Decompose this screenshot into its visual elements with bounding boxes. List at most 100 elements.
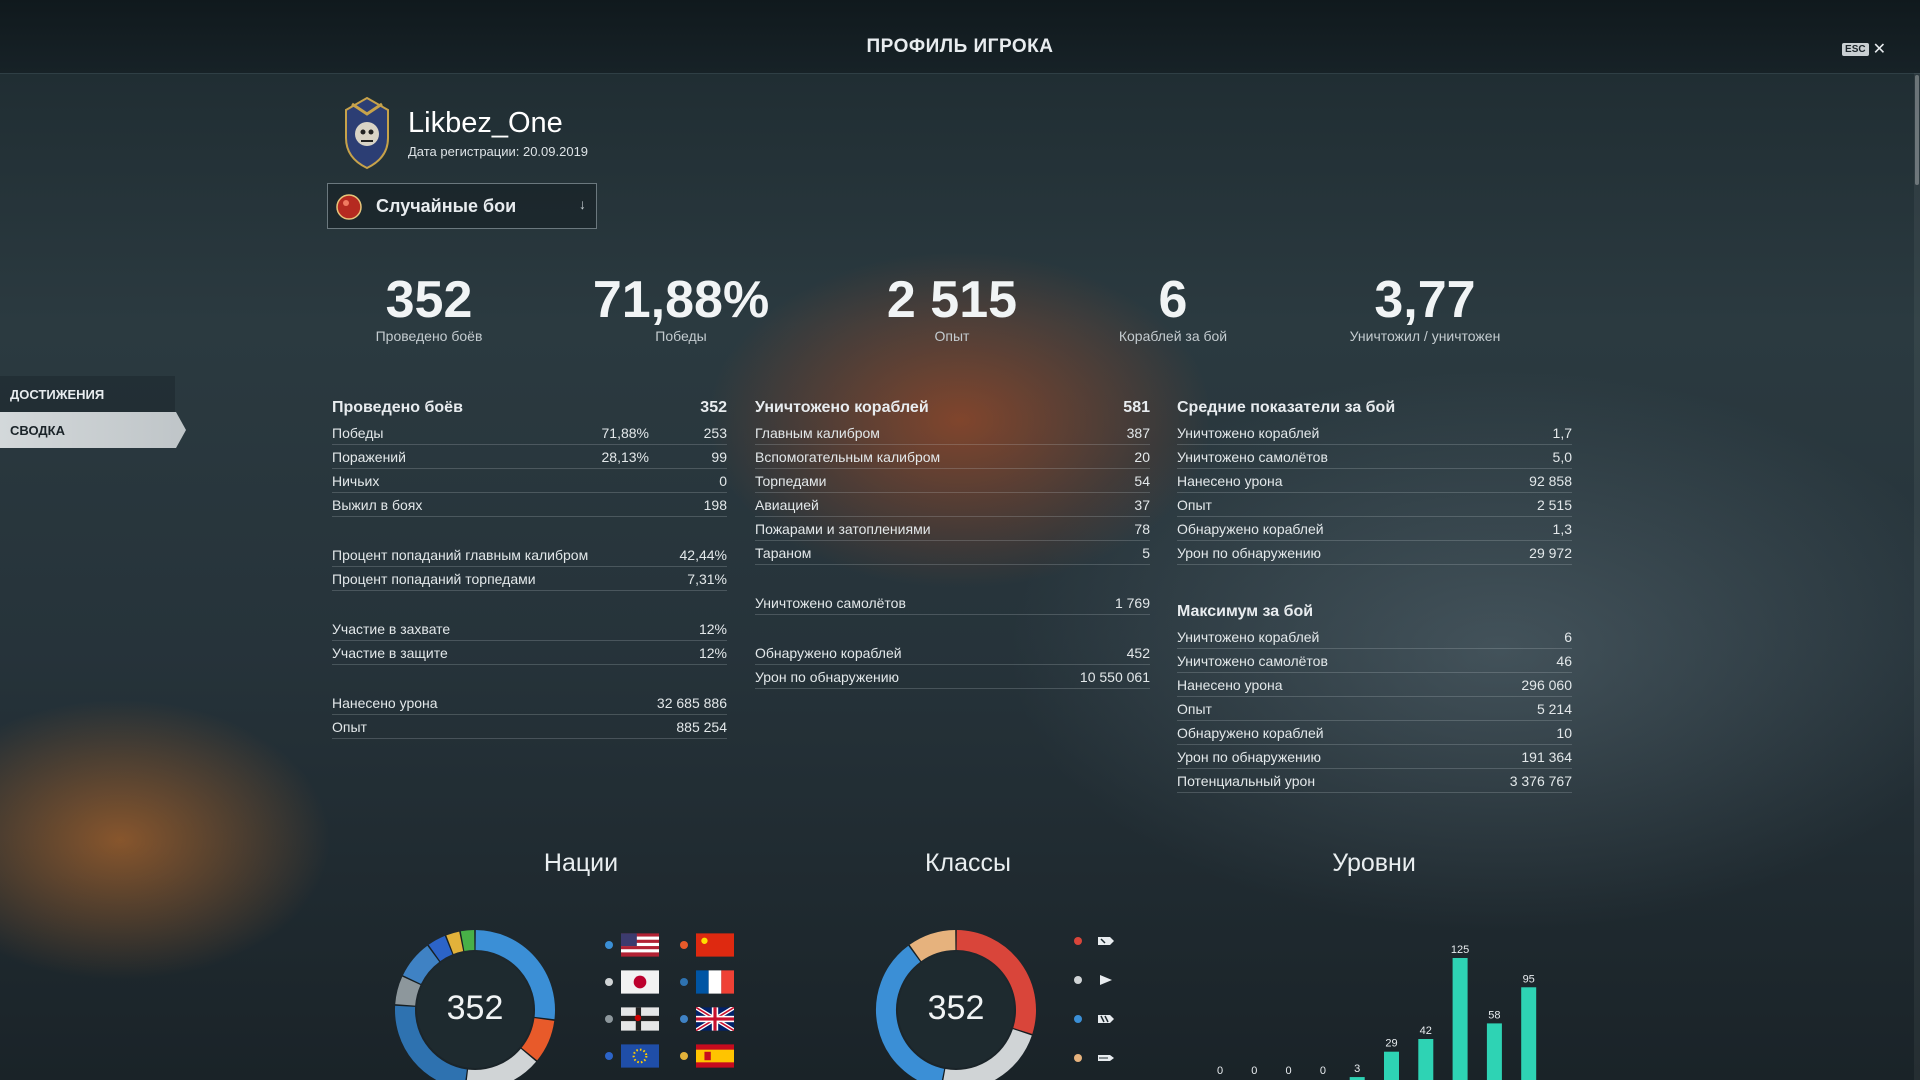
close-icon[interactable]: ✕ xyxy=(1872,41,1886,58)
stat-row: Ничьих 0 xyxy=(332,469,727,493)
bar-value-label: 0 xyxy=(1320,1065,1326,1077)
stat-label: Урон по обнаружению xyxy=(1177,748,1322,765)
stat-label: Уничтожено кораблей xyxy=(1177,424,1320,441)
random-battles-icon xyxy=(336,194,362,220)
nations-legend xyxy=(605,933,745,1080)
nations-legend-item[interactable] xyxy=(605,933,659,957)
scrollbar-thumb[interactable] xyxy=(1915,75,1919,185)
section-header: Уничтожено кораблей 581 xyxy=(755,395,1150,421)
stat-row: Урон по обнаружению 10 550 061 xyxy=(755,665,1150,689)
stat-value: 191 364 xyxy=(1521,748,1572,765)
stat-label: Опыт xyxy=(1177,700,1212,717)
classes-legend-item[interactable] xyxy=(1074,933,1116,949)
stat-row: Опыт 5 214 xyxy=(1177,697,1572,721)
stat-row: Вспомогательным калибром 20 xyxy=(755,445,1150,469)
nations-legend-item[interactable] xyxy=(605,1044,659,1068)
stat-value: 42,44% xyxy=(679,546,727,563)
stat-value: 1,7 xyxy=(1552,424,1572,441)
nations-segment[interactable] xyxy=(521,1017,555,1061)
japan-flag-icon xyxy=(621,970,659,994)
section-title: Максимум за бой xyxy=(1177,603,1314,620)
tier-bar[interactable] xyxy=(1486,1023,1502,1080)
nations-segment[interactable] xyxy=(460,930,475,951)
stat-label: Ничьих xyxy=(332,472,380,489)
classes-segment[interactable] xyxy=(876,945,945,1080)
nations-segment[interactable] xyxy=(446,931,464,955)
stat-value: 452 xyxy=(1126,644,1150,661)
classes-legend-item[interactable] xyxy=(1074,1011,1116,1027)
classes-legend-item[interactable] xyxy=(1074,1050,1116,1066)
player-avatar-icon xyxy=(345,96,389,170)
maximum-column: Максимум за бой Уничтожено кораблей 6 Уни… xyxy=(1177,599,1572,793)
battle-type-label: Случайные бои xyxy=(376,195,517,216)
stat-label: Обнаружено кораблей xyxy=(1177,724,1324,741)
bar-value-label: 95 xyxy=(1523,973,1535,985)
nations-legend-item[interactable] xyxy=(605,1007,659,1031)
kpi-experience: 2 515 Опыт xyxy=(832,268,1072,344)
stat-label: Тараном xyxy=(755,544,812,561)
nations-segment[interactable] xyxy=(395,1005,468,1080)
stat-value: 10 xyxy=(1556,724,1572,741)
nations-legend-item[interactable] xyxy=(680,933,734,957)
section-header: Средние показатели за бой xyxy=(1177,395,1572,421)
classes-segment[interactable] xyxy=(956,930,1036,1034)
stat-label: Процент попаданий главным калибром xyxy=(332,546,589,563)
stat-label: Уничтожено самолётов xyxy=(755,594,906,611)
stat-row: Торпедами 54 xyxy=(755,469,1150,493)
kpi-label: Опыт xyxy=(934,328,970,344)
stat-value: 20 xyxy=(1134,448,1150,465)
kpi-kill-death-ratio: 3,77 Уничтожил / уничтожен xyxy=(1305,268,1545,344)
legend-dot xyxy=(605,1015,613,1023)
stat-value: 12% xyxy=(698,644,727,661)
page-title: ПРОФИЛЬ ИГРОКА xyxy=(866,36,1054,57)
stat-value: 99 xyxy=(711,448,727,465)
nations-legend-item[interactable] xyxy=(680,1044,734,1068)
tier-bar[interactable] xyxy=(1452,958,1468,1080)
nations-segment[interactable] xyxy=(402,945,440,985)
bar-value-label: 0 xyxy=(1251,1065,1257,1077)
aircraft-carrier-icon xyxy=(1098,1055,1114,1061)
nations-legend-item[interactable] xyxy=(680,1007,734,1031)
tier-bar[interactable] xyxy=(1349,1077,1365,1080)
nations-legend-item[interactable] xyxy=(680,970,734,994)
nav-achievements[interactable]: ДОСТИЖЕНИЯ xyxy=(0,376,175,412)
tier-bar[interactable] xyxy=(1521,987,1537,1080)
nations-segment[interactable] xyxy=(475,930,555,1020)
stat-label: Вспомогательным калибром xyxy=(755,448,941,465)
battle-type-dropdown[interactable]: Случайные бои ↓ xyxy=(327,183,597,229)
tier-bar[interactable] xyxy=(1384,1051,1399,1080)
stat-label: Нанесено урона xyxy=(332,694,438,711)
scrollbar[interactable] xyxy=(1914,73,1920,1080)
stat-value: 3 376 767 xyxy=(1509,772,1572,789)
close-control[interactable]: ESC ✕ xyxy=(1842,39,1886,59)
stat-value: 387 xyxy=(1126,424,1150,441)
classes-segment[interactable] xyxy=(909,930,956,962)
classes-legend-item[interactable] xyxy=(1074,972,1116,988)
stat-row: Опыт 2 515 xyxy=(1177,493,1572,517)
stat-label: Победы xyxy=(332,424,384,441)
destroyed-column: Уничтожено кораблей 581 Главным калибром… xyxy=(755,395,1150,689)
section-title: Средние показатели за бой xyxy=(1177,399,1396,416)
classes-donut-chart: 352 xyxy=(876,930,1036,1080)
nations-segment[interactable] xyxy=(428,935,453,962)
france-flag-icon xyxy=(696,970,734,994)
kpi-label: Проведено боёв xyxy=(375,328,483,344)
stat-row: Урон по обнаружению 29 972 xyxy=(1177,541,1572,565)
stat-label: Нанесено урона xyxy=(1177,676,1283,693)
stat-value: 1,3 xyxy=(1552,520,1572,537)
kpi-wins: 71,88% Победы xyxy=(561,268,801,344)
uk-flag-icon xyxy=(696,1007,734,1031)
stat-label: Уничтожено кораблей xyxy=(1177,628,1320,645)
tier-bar[interactable] xyxy=(1418,1039,1434,1080)
stat-value: 29 972 xyxy=(1529,544,1572,561)
stat-row: Процент попаданий главным калибром 42,44% xyxy=(332,543,727,567)
nations-segment[interactable] xyxy=(395,976,421,1007)
stat-row: Процент попаданий торпедами 7,31% xyxy=(332,567,727,591)
nations-legend-item[interactable] xyxy=(605,970,659,994)
nav-summary[interactable]: СВОДКА xyxy=(0,412,186,448)
player-header: Likbez_One Дата регистрации: 20.09.2019 xyxy=(338,94,588,172)
stat-row: Опыт 885 254 xyxy=(332,715,727,739)
nations-title: Нации xyxy=(543,849,619,877)
section-header: Максимум за бой xyxy=(1177,599,1572,625)
classes-total: 352 xyxy=(928,989,985,1027)
